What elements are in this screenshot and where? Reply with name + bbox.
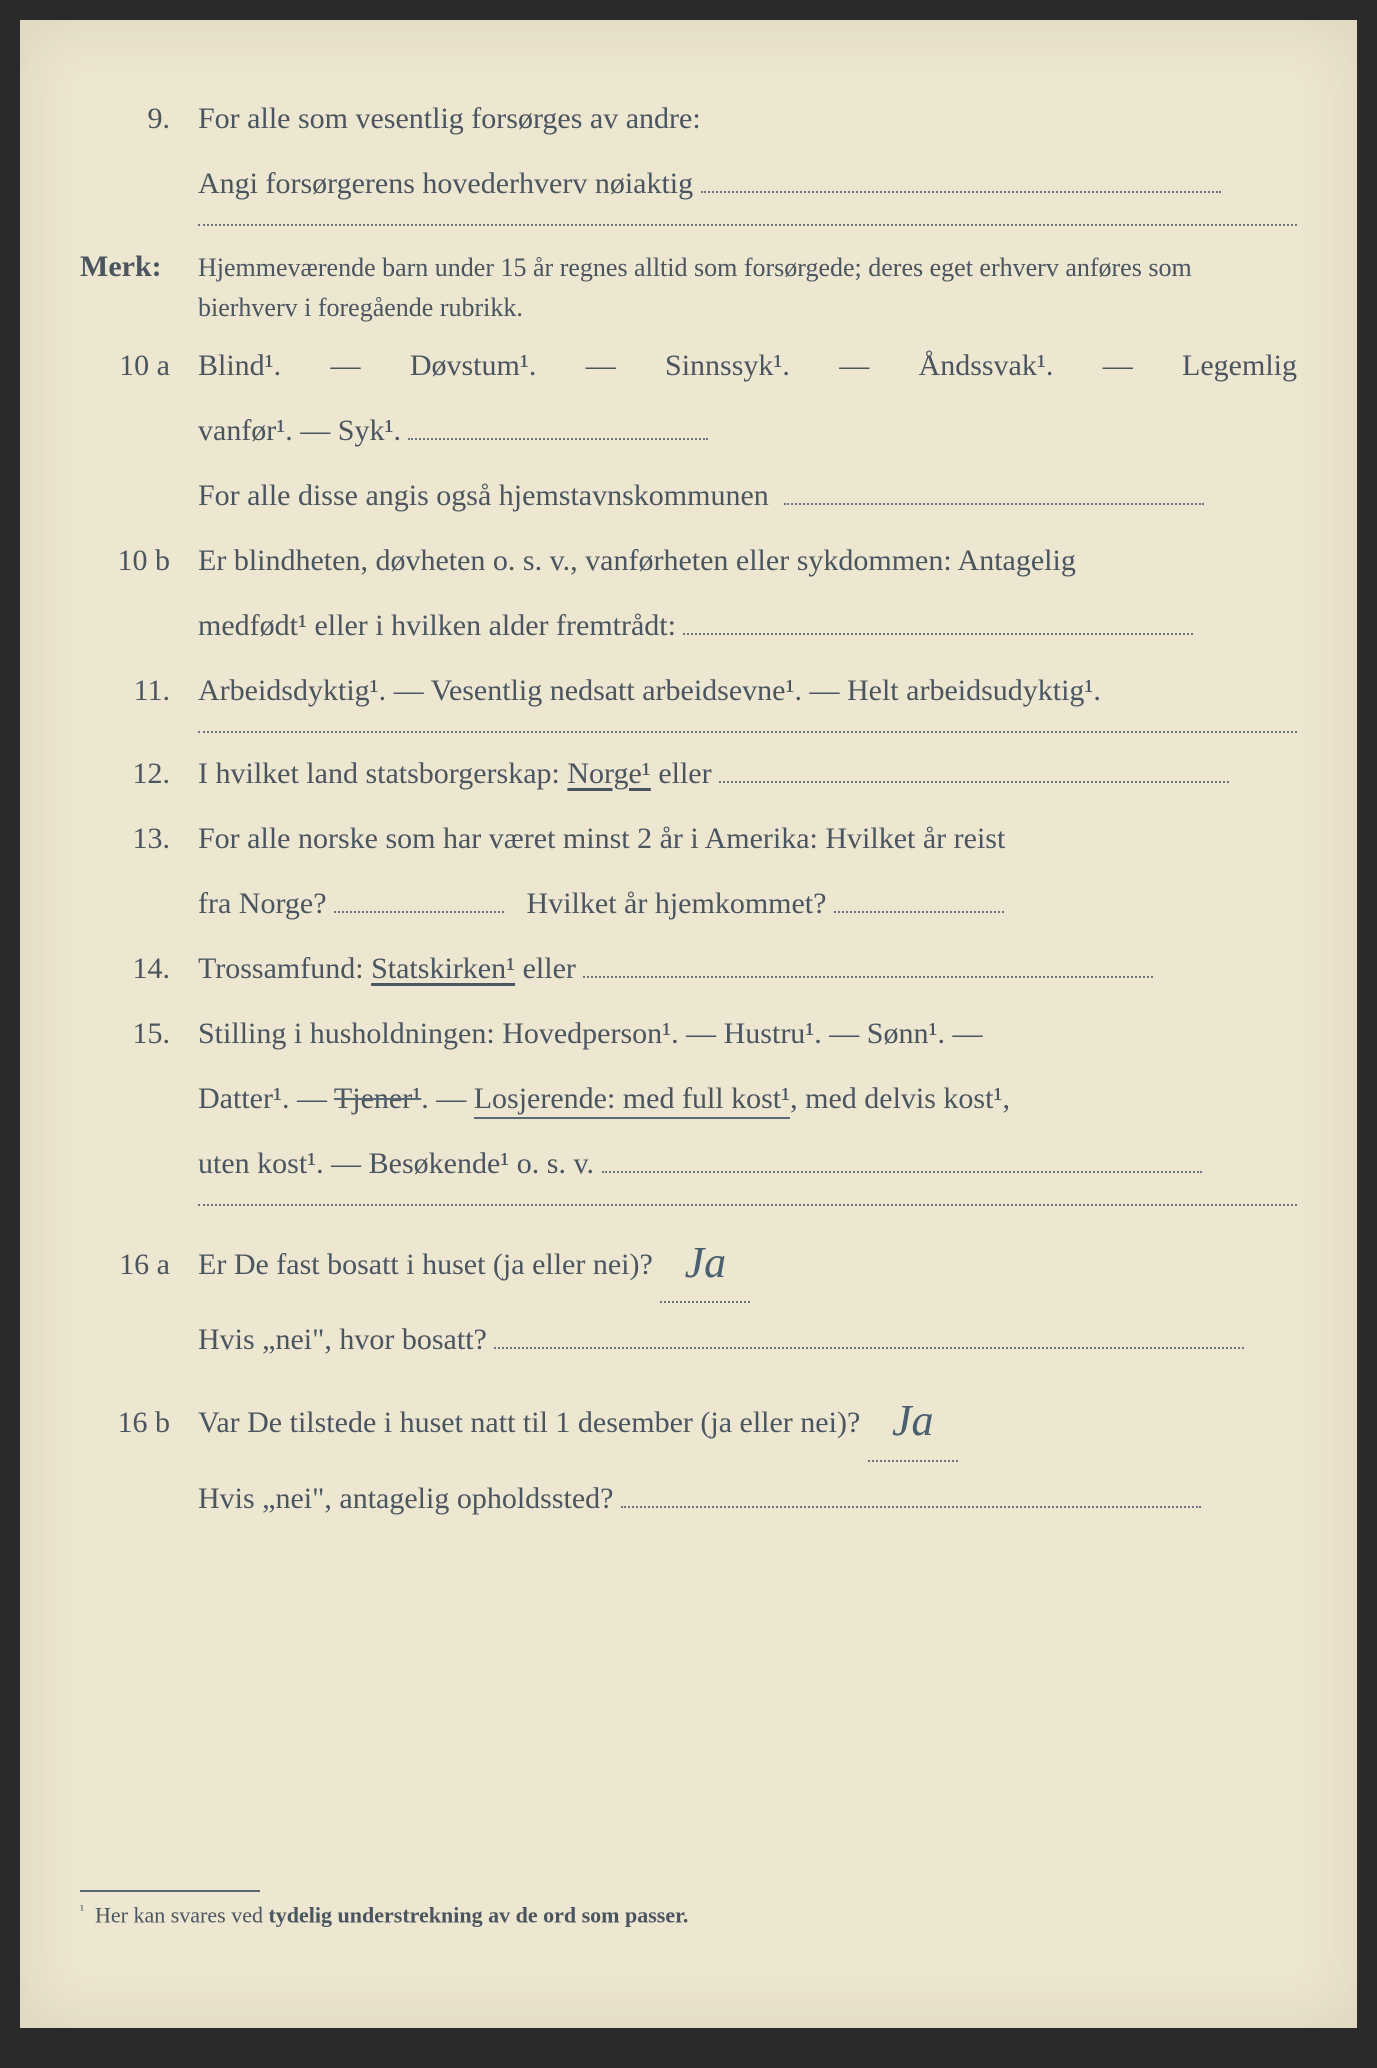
q13-line1: For alle norske som har været minst 2 år… <box>198 810 1297 867</box>
question-16a: 16 a Er De fast bosatt i huset (ja eller… <box>80 1218 1297 1304</box>
q10a-line2: vanfør¹. — Syk¹. <box>198 414 401 447</box>
merk-note: Merk: Hjemmeværende barn under 15 år reg… <box>80 238 1297 329</box>
question-12: 12. I hvilket land statsborgerskap: Norg… <box>80 745 1297 802</box>
footnote-marker: ¹ <box>80 1902 84 1917</box>
q13-line2b: Hvilket år hjemkommet? <box>527 887 827 920</box>
q16a-line2: Hvis „nei", hvor bosatt? <box>198 1323 487 1356</box>
q11-number: 11. <box>80 662 198 719</box>
q10a-blank1[interactable] <box>408 438 708 440</box>
q10b-line2: medfødt¹ eller i hvilken alder fremtrådt… <box>198 609 676 642</box>
q14-post: eller <box>523 952 576 985</box>
question-15: 15. Stilling i husholdningen: Hovedperso… <box>80 1005 1297 1062</box>
footnote-bold: tydelig understrekning av de ord som pas… <box>268 1902 688 1927</box>
question-13-line2: fra Norge? Hvilket år hjemkommet? <box>80 875 1297 932</box>
q10a-number: 10 a <box>80 337 198 394</box>
q15-struck: Tjener¹ <box>334 1082 421 1115</box>
question-10b-line2: medfødt¹ eller i hvilken alder fremtrådt… <box>80 597 1297 654</box>
question-9-line2: Angi forsørgerens hovederhverv nøiaktig <box>80 155 1297 212</box>
q11-text: Arbeidsdyktig¹. — Vesentlig nedsatt arbe… <box>198 662 1297 719</box>
q13-blank1[interactable] <box>334 911 504 913</box>
question-13: 13. For alle norske som har været minst … <box>80 810 1297 867</box>
q10a-blank2[interactable] <box>784 503 1204 505</box>
question-10a-line3: For alle disse angis også hjemstavnskomm… <box>80 467 1297 524</box>
q9-line1: For alle som vesentlig forsørges av andr… <box>198 90 1297 147</box>
q16b-blank[interactable] <box>621 1506 1201 1508</box>
q15-underlined-answer: Losjerende: med full kost¹ <box>474 1082 790 1119</box>
q13-line2a: fra Norge? <box>198 887 327 920</box>
q10b-line1: Er blindheten, døvheten o. s. v., vanfør… <box>198 532 1297 589</box>
q16b-line2: Hvis „nei", antagelig opholdssted? <box>198 1482 614 1515</box>
question-11: 11. Arbeidsdyktig¹. — Vesentlig nedsatt … <box>80 662 1297 719</box>
q16b-question: Var De tilstede i huset natt til 1 desem… <box>198 1406 860 1439</box>
divider <box>198 224 1297 226</box>
footnote-pre: Her kan svares ved <box>95 1902 269 1927</box>
question-10b: 10 b Er blindheten, døvheten o. s. v., v… <box>80 532 1297 589</box>
divider <box>198 731 1297 733</box>
q14-pre: Trossamfund: <box>198 952 371 985</box>
q16a-number: 16 a <box>80 1236 198 1293</box>
q10b-number: 10 b <box>80 532 198 589</box>
q15-number: 15. <box>80 1005 198 1062</box>
q15-line3: uten kost¹. — Besøkende¹ o. s. v. <box>198 1147 594 1180</box>
footnote-rule <box>80 1890 260 1892</box>
question-16b: 16 b Var De tilstede i huset natt til 1 … <box>80 1376 1297 1462</box>
census-form-page: 9. For alle som vesentlig forsørges av a… <box>20 20 1357 2028</box>
q16b-answer-field[interactable]: Ja <box>868 1376 958 1462</box>
q16a-blank[interactable] <box>494 1347 1244 1349</box>
q16a-question: Er De fast bosatt i huset (ja eller nei)… <box>198 1248 653 1281</box>
question-10a: 10 a Blind¹.— Døvstum¹.— Sinnssyk¹.— Ånd… <box>80 337 1297 394</box>
q16b-number: 16 b <box>80 1394 198 1451</box>
q10b-blank[interactable] <box>683 633 1193 635</box>
q14-number: 14. <box>80 940 198 997</box>
q10a-line3: For alle disse angis også hjemstavnskomm… <box>198 479 769 512</box>
q15-line1: Stilling i husholdningen: Hovedperson¹. … <box>198 1005 1297 1062</box>
divider <box>198 1204 1297 1206</box>
q13-blank2[interactable] <box>834 911 1004 913</box>
q13-number: 13. <box>80 810 198 867</box>
question-10a-line2: vanfør¹. — Syk¹. <box>80 402 1297 459</box>
q16b-answer: Ja <box>892 1379 934 1463</box>
q9-blank[interactable] <box>701 191 1221 193</box>
question-16a-line2: Hvis „nei", hvor bosatt? <box>80 1311 1297 1368</box>
q9-line2-text: Angi forsørgerens hovederhverv nøiaktig <box>198 167 693 200</box>
question-9: 9. For alle som vesentlig forsørges av a… <box>80 90 1297 147</box>
q9-number: 9. <box>80 90 198 147</box>
q12-underlined: Norge¹ <box>567 757 650 790</box>
q12-blank[interactable] <box>719 781 1229 783</box>
footnote: ¹ Her kan svares ved tydelig understrekn… <box>20 1902 1297 1928</box>
q14-blank[interactable] <box>583 976 1153 978</box>
merk-text: Hjemmeværende barn under 15 år regnes al… <box>198 248 1297 329</box>
merk-label: Merk: <box>80 238 198 295</box>
q12-pre: I hvilket land statsborgerskap: <box>198 757 567 790</box>
q12-number: 12. <box>80 745 198 802</box>
question-15-line3: uten kost¹. — Besøkende¹ o. s. v. <box>80 1135 1297 1192</box>
q10a-options: Blind¹.— Døvstum¹.— Sinnssyk¹.— Åndssvak… <box>198 337 1297 394</box>
q15-blank[interactable] <box>602 1171 1202 1173</box>
q14-underlined: Statskirken¹ <box>371 952 515 985</box>
q16a-answer: Ja <box>685 1221 727 1305</box>
question-16b-line2: Hvis „nei", antagelig opholdssted? <box>80 1470 1297 1527</box>
q12-post: eller <box>658 757 711 790</box>
question-14: 14. Trossamfund: Statskirken¹ eller <box>80 940 1297 997</box>
question-15-line2: Datter¹. — Tjener¹. — Losjerende: med fu… <box>80 1070 1297 1127</box>
q16a-answer-field[interactable]: Ja <box>660 1218 750 1304</box>
footnote-region: ¹ Her kan svares ved tydelig understrekn… <box>20 1890 1297 1928</box>
